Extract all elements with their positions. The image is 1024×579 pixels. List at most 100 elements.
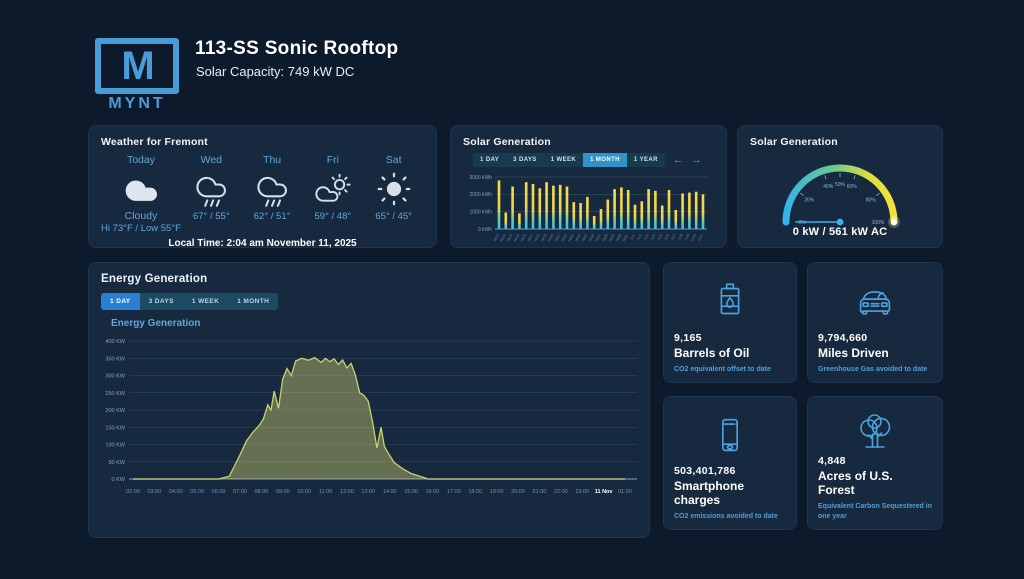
smartphone-icon (674, 407, 786, 465)
weather-panel-title: Weather for Fremont (101, 136, 208, 148)
svg-text:10/16: 10/16 (519, 233, 527, 242)
svg-text:16:00: 16:00 (426, 489, 440, 495)
weather-day-wed: Wed 67° / 55° (181, 152, 242, 234)
svg-text:10/13: 10/13 (499, 233, 507, 242)
tab-1-week[interactable]: 1 WEEK (191, 298, 220, 305)
svg-text:10/26: 10/26 (587, 233, 595, 242)
svg-text:10/29: 10/29 (608, 233, 616, 242)
card-barrels-of-oil: 9,165 Barrels of Oil CO2 equivalent offs… (663, 262, 797, 383)
svg-text:02:00: 02:00 (126, 489, 140, 495)
prev-range-arrow-icon[interactable]: ← (672, 154, 686, 166)
impact-cards: 9,165 Barrels of Oil CO2 equivalent offs… (663, 262, 943, 530)
weather-temps: 65° / 45° (375, 211, 412, 222)
svg-text:17:00: 17:00 (447, 489, 461, 495)
svg-text:11/2: 11/2 (636, 233, 643, 240)
tab-3-days[interactable]: 3 DAYS (513, 157, 537, 163)
svg-text:2000 kWh: 2000 kWh (469, 192, 492, 198)
tab-1-day[interactable]: 1 DAY (101, 293, 140, 310)
svg-text:11/8: 11/8 (677, 233, 684, 240)
solar-range-tabs: 1 DAY 3 DAYS 1 WEEK 1 MONTH 1 YEAR ← → (451, 153, 726, 167)
svg-text:10/23: 10/23 (567, 233, 575, 242)
card-caption: CO2 emissions avoided to date (674, 512, 778, 520)
svg-text:10/18: 10/18 (533, 233, 541, 242)
svg-text:60%: 60% (847, 184, 858, 190)
svg-text:13:00: 13:00 (361, 489, 375, 495)
weather-temps: 59° / 48° (314, 211, 352, 222)
svg-text:11/4: 11/4 (649, 233, 656, 240)
svg-text:11:00: 11:00 (319, 489, 332, 495)
tree-icon (818, 407, 932, 455)
energy-range-tabs: 1 DAY 3 DAYS 1 WEEK 1 MONTH (101, 293, 649, 310)
svg-text:11/3: 11/3 (643, 233, 650, 240)
sun-icon (363, 168, 424, 210)
svg-text:250 KW: 250 KW (105, 391, 125, 397)
card-value: 9,165 (674, 331, 702, 344)
tab-1-year[interactable]: 1 YEAR (633, 157, 658, 163)
card-label: Miles Driven (818, 345, 889, 360)
weather-day-label: Sat (385, 154, 402, 166)
svg-text:11/5: 11/5 (656, 233, 663, 240)
weather-day-today: Today Cloudy Hi 73°F / Low 55°F (101, 152, 181, 234)
svg-text:10/21: 10/21 (553, 233, 561, 242)
card-label: Smartphone charges (674, 478, 745, 507)
card-value: 9,794,660 (818, 331, 868, 344)
svg-text:10/25: 10/25 (580, 233, 588, 242)
svg-text:10/17: 10/17 (526, 233, 534, 242)
card-caption: CO2 equivalent offset to date (674, 365, 771, 373)
weather-temps: 62° / 51° (253, 211, 291, 222)
card-caption: Greenhouse Gas avoided to date (818, 365, 928, 373)
svg-text:11 Nov: 11 Nov (595, 489, 614, 495)
page-title: 113-SS Sonic Rooftop (195, 38, 399, 59)
svg-text:0%: 0% (798, 220, 806, 226)
energy-generation-area-chart: 0 KW 50 KW 100 KW 150 KW 200 KW 250 KW 300 KW 3… (105, 339, 637, 495)
svg-text:40%: 40% (823, 184, 834, 190)
svg-text:19:00: 19:00 (490, 489, 504, 495)
svg-text:10/12: 10/12 (492, 233, 500, 242)
logo-m-letter: M (121, 44, 154, 88)
svg-text:100 KW: 100 KW (105, 443, 125, 449)
weather-condition: Cloudy (124, 210, 158, 222)
logo-text: MYNT (108, 95, 166, 112)
weather-day-sat: Sat 65° / 45° (363, 152, 424, 234)
svg-text:11/7: 11/7 (670, 233, 677, 240)
weather-day-label: Wed (200, 154, 223, 166)
solar-gauge-title: Solar Generation (750, 136, 838, 148)
svg-text:06:00: 06:00 (212, 489, 226, 495)
svg-text:03:00: 03:00 (148, 489, 162, 495)
svg-text:18:00: 18:00 (468, 489, 482, 495)
svg-text:0 kWh: 0 kWh (477, 227, 491, 233)
weather-forecast: Today Cloudy Hi 73°F / Low 55°F Wed (89, 148, 436, 234)
car-icon (818, 273, 932, 332)
tab-1-week[interactable]: 1 WEEK (550, 157, 577, 163)
rain-cloud-icon (242, 168, 303, 210)
weather-day-fri: Fri 59° / 48° (302, 152, 363, 234)
svg-text:10/19: 10/19 (540, 233, 548, 242)
svg-text:200 KW: 200 KW (105, 408, 125, 414)
solar-generation-panel: Solar Generation 1 DAY 3 DAYS 1 WEEK 1 M… (450, 125, 727, 248)
svg-text:11/11: 11/11 (696, 233, 703, 242)
card-label: Acres of U.S. Forest (818, 469, 893, 498)
cloud-filled-icon (101, 168, 181, 210)
card-value: 503,401,786 (674, 464, 736, 477)
svg-text:150 KW: 150 KW (105, 425, 125, 431)
weather-day-label: Fri (326, 154, 339, 166)
tab-1-month[interactable]: 1 MONTH (583, 153, 627, 167)
next-range-arrow-icon[interactable]: → (690, 154, 704, 166)
svg-text:05:00: 05:00 (190, 489, 204, 495)
tab-3-days[interactable]: 3 DAYS (148, 298, 174, 305)
oil-barrel-icon (674, 273, 786, 332)
rain-cloud-icon (181, 168, 242, 210)
svg-text:10/24: 10/24 (574, 233, 582, 242)
solar-generation-title: Solar Generation (463, 136, 551, 148)
tab-1-month[interactable]: 1 MONTH (237, 298, 270, 305)
svg-text:100%: 100% (872, 220, 885, 226)
svg-text:11/1: 11/1 (629, 233, 636, 240)
solar-gauge-panel: Solar Generation 0% 20% 40% 50% 60% 80% 100% 0… (737, 125, 943, 248)
svg-text:20%: 20% (804, 198, 815, 204)
svg-text:50%: 50% (835, 182, 846, 188)
tab-1-day[interactable]: 1 DAY (480, 157, 500, 163)
svg-text:23:00: 23:00 (575, 489, 589, 495)
svg-text:10/31: 10/31 (621, 233, 629, 242)
